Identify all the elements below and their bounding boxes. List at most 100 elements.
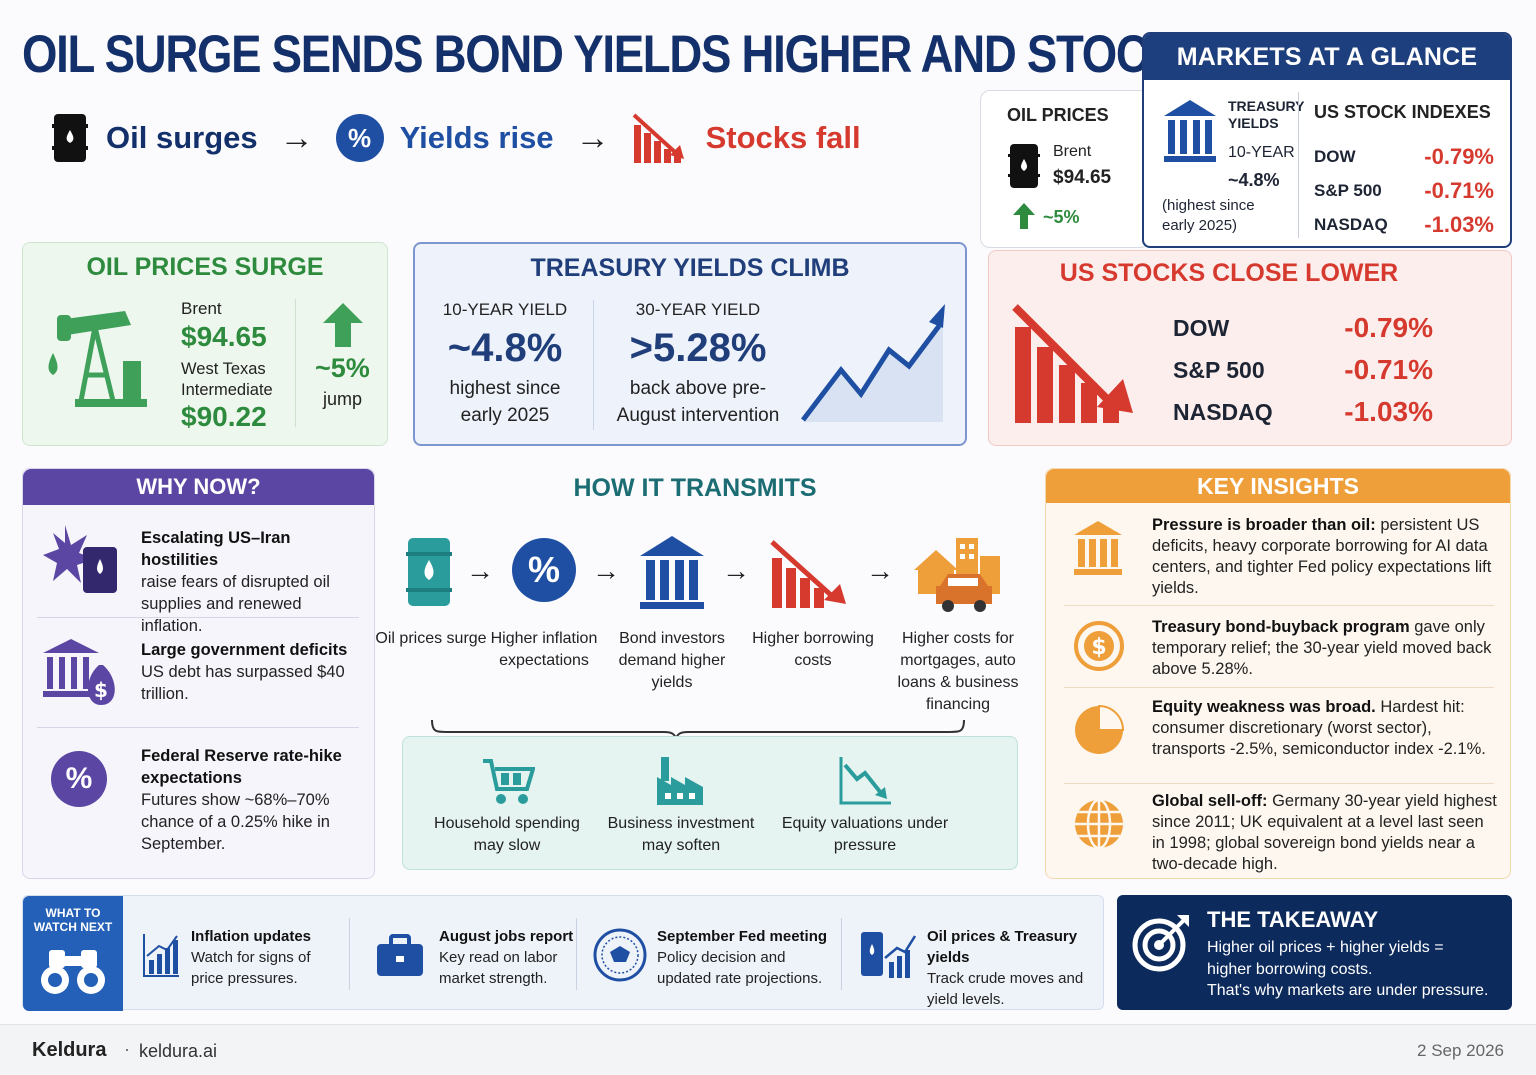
how-step-label: Higher costs for mortgages, auto loans &…: [897, 630, 1019, 713]
stock-row: NASDAQ -1.03%: [1173, 391, 1433, 433]
wti-label: Intermediate: [181, 381, 273, 399]
how-step-label: Oil prices surge: [375, 630, 487, 647]
oil-yield-chart-icon: [861, 932, 917, 978]
why-now-panel: WHY NOW? Escalating US–Iran hostilities …: [22, 468, 375, 879]
oil-brent-label: Brent: [181, 299, 222, 318]
flow-arrow: →: [722, 555, 750, 586]
divider: [295, 299, 296, 427]
divider: [1064, 687, 1494, 688]
treasury-yields-card: TREASURY YIELDS CLIMB 10-YEAR YIELD ~4.8…: [413, 242, 967, 446]
bank-icon: [1164, 100, 1216, 162]
inflation-chart-icon: [143, 934, 179, 977]
why-item-title: Large government deficits: [141, 641, 348, 659]
rising-line-icon: [801, 304, 945, 422]
stock-name: S&P 500: [1173, 356, 1265, 383]
markets-at-a-glance: MARKETS AT A GLANCE TREASURY YIELDS 10-Y…: [1142, 32, 1512, 248]
treasury-label: TREASURY: [1228, 98, 1305, 114]
y30-note-line: back above pre-: [629, 378, 767, 399]
shopping-cart-icon: [483, 759, 535, 804]
up-arrow-icon: [323, 303, 363, 347]
watch-badge-line: WATCH NEXT: [33, 920, 113, 934]
watch-item-title: September Fed meeting: [657, 928, 828, 945]
key-insights-panel: KEY INSIGHTS Pressure is broader than oi…: [1045, 468, 1511, 879]
dollar-cycle-icon: $: [1074, 621, 1124, 671]
y10-value: ~4.8%: [447, 326, 563, 370]
percent-icon: %: [51, 751, 107, 807]
y30-label: 30-YEAR YIELD: [635, 300, 761, 319]
index-change: -0.71%: [1424, 178, 1494, 203]
bank-money-icon: $: [43, 639, 115, 705]
tenor-value: ~4.8%: [1228, 170, 1280, 190]
insight-text: persistent US deficits, heavy corporate …: [1152, 516, 1492, 597]
flow-yields-label: Yields rise: [399, 120, 554, 155]
conflict-barrel-icon: [43, 525, 117, 593]
oil-wti-value: $90.22: [181, 401, 267, 432]
yield-card-title: TREASURY YIELDS CLIMB: [530, 254, 850, 282]
divider: [576, 918, 577, 990]
insight-text: Hardest hit: consumer discretionary (wor…: [1152, 698, 1486, 758]
stock-change: -0.71%: [1344, 354, 1433, 385]
watch-item-title: Inflation updates: [191, 928, 311, 945]
watch-item: Inflation updates Watch for signs of pri…: [191, 926, 341, 989]
index-row: NASDAQ -1.03%: [1314, 208, 1494, 242]
divider: [841, 918, 842, 990]
how-step-label: Bond investors demand higher yields: [618, 630, 726, 691]
stock-name: NASDAQ: [1173, 398, 1273, 425]
bank-icon: [640, 536, 704, 609]
publish-date: 2 Sep 2026: [1417, 1041, 1504, 1060]
flow-arrow: →: [866, 555, 894, 586]
stock-name: DOW: [1173, 314, 1230, 341]
causal-flow: Oil surges → % Yields rise → Stocks fall: [50, 108, 861, 168]
insight-bold: Equity weakness was broad.: [1152, 698, 1376, 716]
why-item: Escalating US–Iran hostilities raise fea…: [141, 527, 365, 637]
flow-oil-label: Oil surges: [106, 120, 258, 155]
us-stocks-card: US STOCKS CLOSE LOWER DOW -0.79% S&P 500…: [988, 250, 1512, 446]
insight-bold: Global sell-off:: [1152, 792, 1268, 810]
takeaway-line: That's why markets are under pressure.: [1207, 982, 1489, 999]
declining-chart-icon: [839, 757, 891, 805]
divider: [37, 617, 359, 618]
insight-item: Pressure is broader than oil: persistent…: [1152, 515, 1498, 599]
watch-item-desc: Track crude moves and yield levels.: [927, 970, 1084, 1008]
insight-text: Germany 30-year yield highest since 2011…: [1152, 792, 1497, 873]
index-change: -1.03%: [1424, 212, 1494, 237]
insight-bold: Treasury bond-buyback program: [1152, 618, 1410, 636]
what-to-watch-next: WHAT TO WATCH NEXT Inflation updates Wat…: [22, 895, 1104, 1011]
index-name: DOW: [1314, 147, 1356, 166]
divider: [1064, 605, 1494, 606]
insight-text: gave only temporary relief; the 30-year …: [1152, 618, 1492, 678]
insight-item: Global sell-off: Germany 30-year yield h…: [1152, 791, 1498, 875]
effect-label: Household spending may slow: [434, 815, 580, 854]
fed-seal-icon: [593, 928, 647, 982]
footer: Keldura · keldura.ai 2 Sep 2026: [0, 1024, 1536, 1075]
oil-barrel-icon: [406, 538, 452, 606]
stocks-list: DOW -0.79% S&P 500 -0.71% NASDAQ -1.03%: [1173, 307, 1433, 433]
watch-item: September Fed meeting Policy decision an…: [657, 926, 833, 989]
tenor-label: 10-YEAR: [1228, 144, 1295, 161]
index-name: S&P 500: [1314, 181, 1382, 200]
y10-label: 10-YEAR YIELD: [442, 300, 568, 319]
why-title: WHY NOW?: [23, 469, 374, 505]
percent-icon: %: [512, 538, 576, 602]
takeaway-line: Higher oil prices + higher yields =: [1207, 939, 1444, 956]
stock-change: -0.79%: [1344, 312, 1433, 343]
site-link[interactable]: keldura.ai: [139, 1041, 218, 1061]
target-icon: [1132, 915, 1189, 972]
why-item: Large government deficits US debt has su…: [141, 639, 365, 705]
why-item-title: Escalating US–Iran hostilities: [141, 529, 291, 569]
glance-brent-value: $94.65: [1053, 167, 1112, 188]
divider: [349, 918, 350, 990]
watch-badge: WHAT TO WATCH NEXT: [23, 896, 123, 1011]
oil-brent-value: $94.65: [181, 321, 267, 352]
index-name: NASDAQ: [1314, 215, 1388, 234]
why-item-desc: US debt has surpassed $40 trillion.: [141, 663, 345, 703]
binoculars-icon: [41, 950, 105, 994]
insight-bold: Pressure is broader than oil:: [1152, 516, 1376, 534]
oil-barrel-icon: [52, 114, 88, 162]
divider: [1064, 783, 1494, 784]
watch-item-desc: Policy decision and updated rate project…: [657, 949, 823, 987]
indexes-label: US STOCK INDEXES: [1314, 102, 1491, 122]
tenor-note: (highest since early 2025): [1162, 197, 1255, 234]
takeaway-line: higher borrowing costs.: [1207, 960, 1373, 978]
insight-item: Equity weakness was broad. Hardest hit: …: [1152, 697, 1498, 760]
